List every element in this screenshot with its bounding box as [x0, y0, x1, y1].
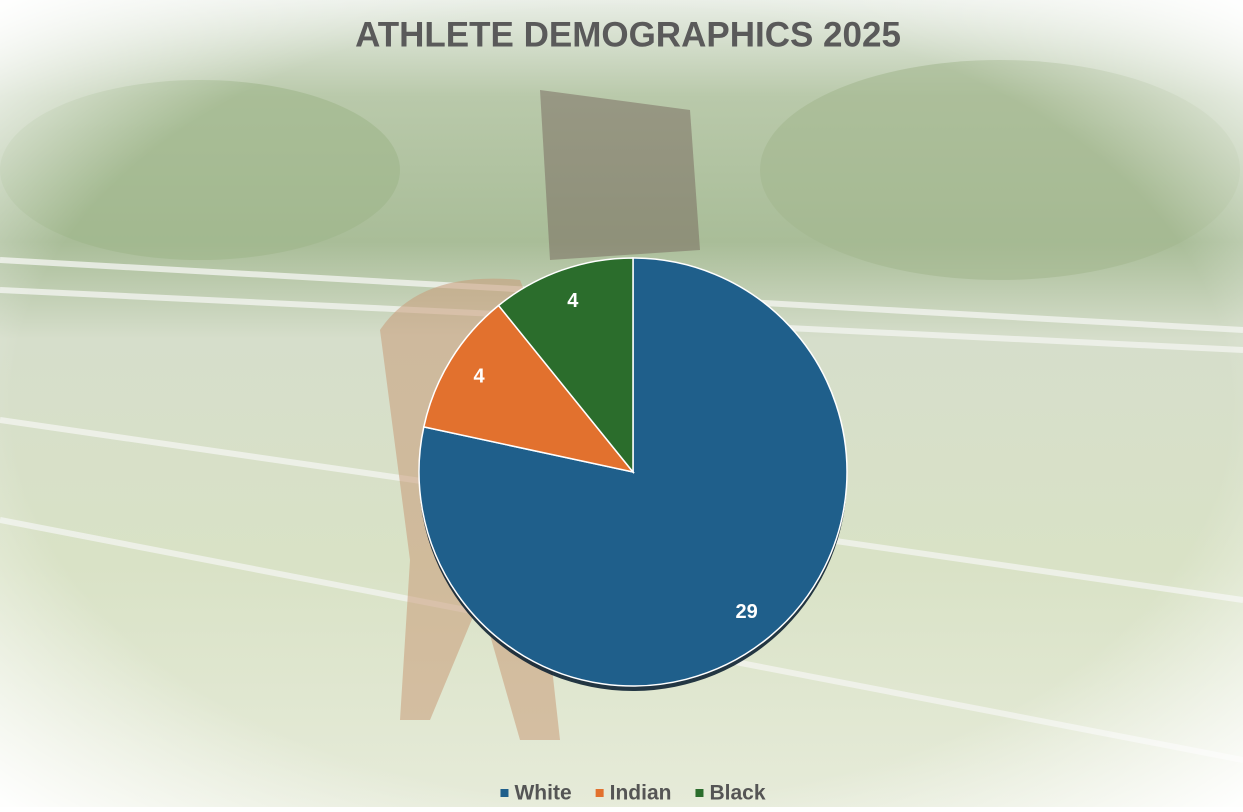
- legend-marker: [500, 789, 509, 797]
- pie-slice: [422, 304, 635, 474]
- legend-marker: [695, 789, 704, 797]
- legend-label: Black: [709, 782, 765, 805]
- pie-slice: [418, 257, 848, 687]
- pie: 29 4 4: [418, 257, 848, 687]
- pie-slice: [497, 257, 634, 475]
- legend: White Indian Black: [500, 782, 766, 805]
- data-label: 29: [735, 601, 757, 623]
- data-label: 4: [473, 365, 485, 387]
- legend-label: Indian: [610, 782, 672, 805]
- legend-marker: [595, 789, 604, 797]
- legend-label: White: [514, 782, 571, 805]
- chart-title: ATHLETE DEMOGRAPHICS 2025: [355, 15, 901, 54]
- data-label: 4: [567, 290, 579, 312]
